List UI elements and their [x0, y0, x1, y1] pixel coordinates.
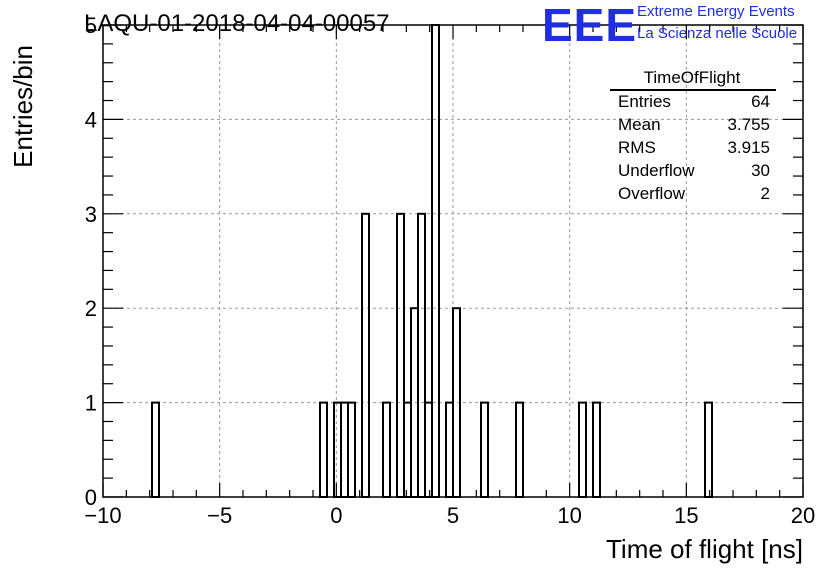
stats-value: 3.915	[727, 138, 770, 157]
stats-row-mean: Mean 3.755	[618, 115, 770, 137]
histogram-bin	[431, 24, 440, 498]
stats-divider	[610, 89, 776, 91]
stats-row-underflow: Underflow 30	[618, 161, 770, 183]
histogram-bin	[151, 401, 160, 499]
y-tick-label: 0	[85, 485, 97, 510]
stats-box: TimeOfFlight Entries 64 Mean 3.755 RMS 3…	[608, 68, 776, 208]
stats-row-entries: Entries 64	[618, 92, 770, 114]
histogram-bin	[340, 401, 349, 499]
y-axis-label: Entries/bin	[8, 45, 38, 168]
axis-ticks	[102, 24, 804, 498]
histogram-bin	[704, 401, 713, 499]
histogram-bin	[515, 401, 524, 499]
x-tick-label: −10	[84, 503, 121, 528]
stats-label: Entries	[618, 92, 671, 111]
histogram-bin	[445, 401, 454, 499]
grid	[103, 25, 803, 497]
x-tick-label: 10	[557, 503, 581, 528]
histogram-bin	[424, 401, 433, 499]
y-tick-label: 4	[85, 107, 97, 132]
x-tick-label: 15	[674, 503, 698, 528]
x-tick-label: 20	[791, 503, 815, 528]
x-tick-label: 0	[330, 503, 342, 528]
eee-logo-line-1: Extreme Energy Events	[637, 3, 795, 20]
stats-row-rms: RMS 3.915	[618, 138, 770, 160]
stats-label: Mean	[618, 115, 661, 134]
histogram-bin	[347, 401, 356, 499]
run-title: LAQU-01-2018-04-04-00057	[84, 10, 390, 37]
eee-logo: EEE	[542, 0, 638, 51]
x-tick-label: −5	[207, 503, 232, 528]
stats-label: RMS	[618, 138, 656, 157]
eee-logo-line-2: La Scienza nelle Scuole	[637, 25, 798, 42]
y-tick-label: 3	[85, 202, 97, 227]
stats-title: TimeOfFlight	[643, 68, 741, 87]
x-axis-label: Time of flight [ns]	[606, 534, 803, 564]
stats-row-overflow: Overflow 2	[618, 184, 770, 206]
histogram-bin	[396, 212, 405, 499]
histogram-bin	[333, 401, 342, 499]
histogram-bin	[382, 401, 391, 499]
y-tick-label: 1	[85, 391, 97, 416]
stats-value: 30	[751, 161, 770, 180]
histogram-bin	[578, 401, 587, 499]
y-tick-label: 2	[85, 296, 97, 321]
stats-value: 64	[751, 92, 770, 111]
histogram-bin	[361, 212, 370, 499]
stats-label: Underflow	[618, 161, 695, 180]
histogram-bin	[592, 401, 601, 499]
histogram-bin	[417, 212, 426, 499]
histogram-bin	[480, 401, 489, 499]
x-tick-label: 5	[447, 503, 459, 528]
histogram-bin	[403, 401, 412, 499]
stats-value: 3.755	[727, 115, 770, 134]
stats-value: 2	[760, 184, 770, 203]
histogram-bin	[319, 401, 328, 499]
y-tick-label: 5	[85, 13, 97, 38]
stats-label: Overflow	[618, 184, 686, 203]
